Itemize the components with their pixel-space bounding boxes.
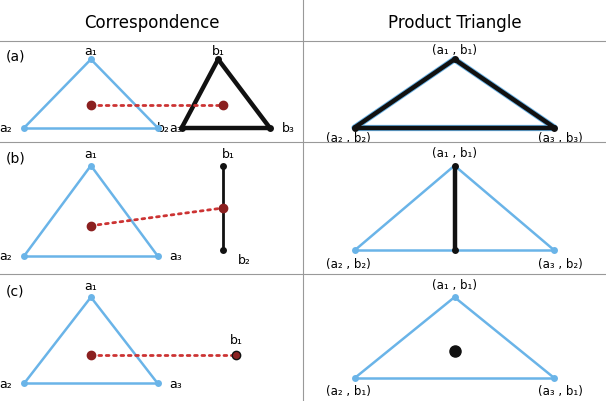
Text: (a): (a): [6, 49, 25, 63]
Text: a₁: a₁: [84, 279, 98, 293]
Text: a₃: a₃: [169, 377, 182, 390]
Text: (a₁ , b₁): (a₁ , b₁): [432, 278, 477, 291]
Text: a₁: a₁: [84, 45, 98, 58]
Text: a₂: a₂: [0, 377, 13, 390]
Text: (a₃ , b₃): (a₃ , b₃): [538, 132, 583, 145]
Text: (a₃ , b₂): (a₃ , b₂): [538, 257, 583, 271]
Text: a₃: a₃: [169, 250, 182, 263]
Text: a₂: a₂: [0, 250, 13, 263]
Text: b₁: b₁: [230, 333, 243, 346]
Text: (b): (b): [6, 152, 26, 166]
Text: a₂: a₂: [0, 122, 13, 135]
Text: a₃: a₃: [169, 122, 182, 135]
Text: b₂: b₂: [157, 122, 170, 135]
Text: (a₂ , b₁): (a₂ , b₁): [326, 385, 371, 397]
Text: (a₁ , b₁): (a₁ , b₁): [432, 146, 477, 160]
Text: Product Triangle: Product Triangle: [388, 14, 521, 32]
Text: (a₂ , b₂): (a₂ , b₂): [326, 132, 371, 145]
Text: b₁: b₁: [211, 45, 225, 58]
Text: (a₃ , b₁): (a₃ , b₁): [538, 385, 583, 397]
Text: b₃: b₃: [281, 122, 295, 135]
Text: b₂: b₂: [238, 254, 251, 267]
Text: b₁: b₁: [222, 148, 235, 161]
Text: (a₂ , b₂): (a₂ , b₂): [326, 257, 371, 271]
Text: (a₁ , b₁): (a₁ , b₁): [432, 44, 477, 57]
Text: a₁: a₁: [84, 148, 98, 161]
Text: Correspondence: Correspondence: [84, 14, 219, 32]
Text: (c): (c): [6, 284, 25, 298]
